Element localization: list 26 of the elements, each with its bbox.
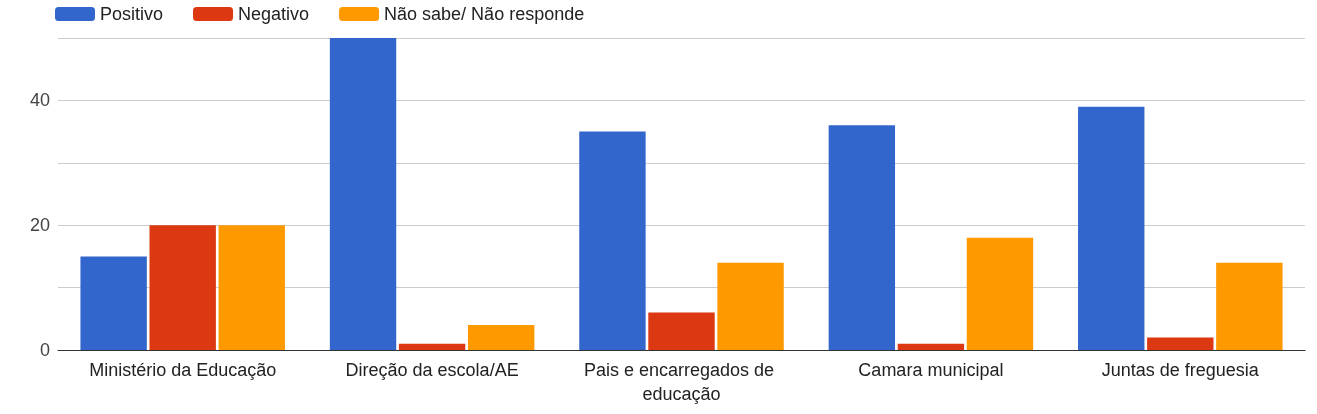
bar xyxy=(467,325,535,350)
x-tick-label: Pais e encarregados de educação xyxy=(583,360,780,404)
x-tick-label: Juntas de freguesia xyxy=(1101,360,1260,380)
bar xyxy=(579,131,646,350)
x-tick-label: Camara municipal xyxy=(858,360,1004,380)
bar xyxy=(398,343,466,350)
bar xyxy=(717,262,784,350)
bar xyxy=(966,237,1034,350)
y-tick-label: 0 xyxy=(39,340,50,360)
bar xyxy=(1147,337,1214,350)
bar xyxy=(149,225,216,350)
y-tick-label: 20 xyxy=(29,215,50,236)
bar xyxy=(1078,106,1145,350)
legend-label: Não sabe/ Não responde xyxy=(384,4,585,24)
legend-label: Positivo xyxy=(100,4,164,24)
bar xyxy=(80,256,147,350)
bar xyxy=(329,38,397,350)
bar xyxy=(828,125,896,350)
x-tick-label: Direção da escola/AE xyxy=(345,360,519,380)
bar xyxy=(897,343,965,350)
bar xyxy=(218,225,285,350)
x-tick-label: Ministério da Educação xyxy=(89,360,277,380)
bar xyxy=(1216,262,1283,350)
bar xyxy=(648,312,715,350)
y-tick-label: 40 xyxy=(29,90,50,111)
legend-label: Negativo xyxy=(238,4,310,24)
